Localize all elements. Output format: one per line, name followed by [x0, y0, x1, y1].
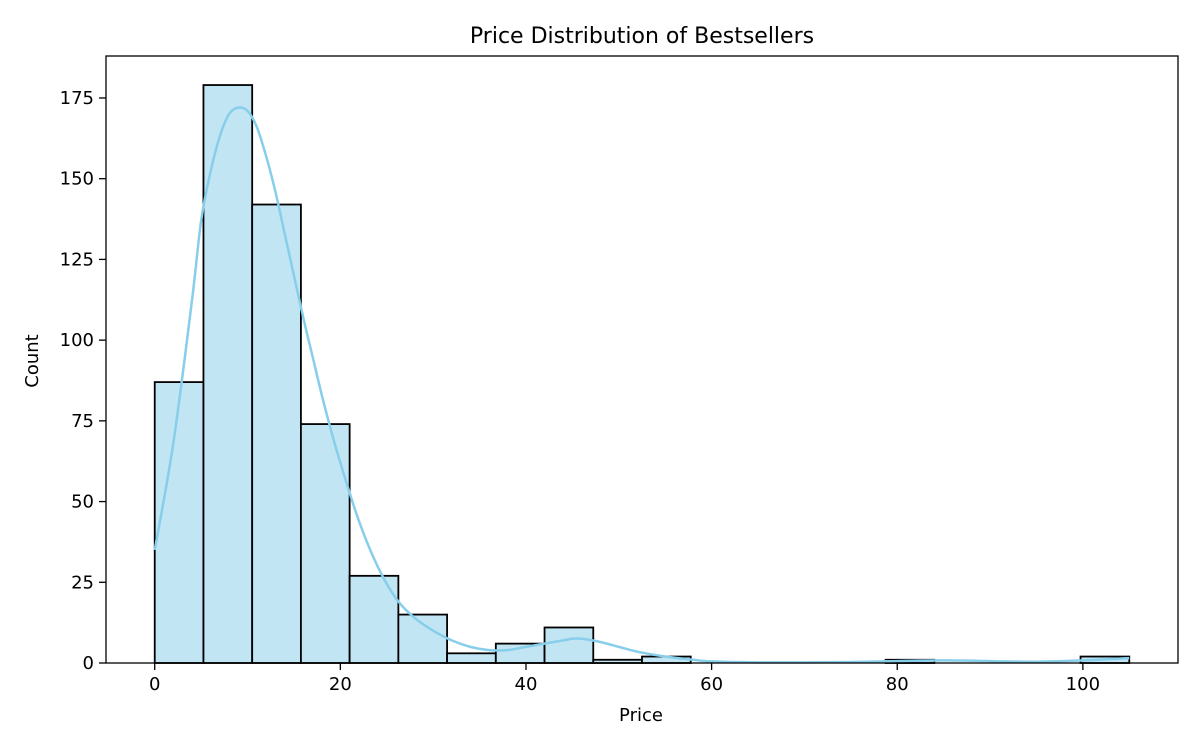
- x-axis-label: Price: [619, 705, 663, 726]
- chart-title: Price Distribution of Bestsellers: [470, 24, 814, 49]
- histogram-bar: [397, 613, 448, 664]
- histogram-bars: [153, 84, 1131, 664]
- histogram-bar: [543, 626, 595, 664]
- y-tick-label: 175: [60, 88, 94, 109]
- histogram-bar: [202, 84, 254, 664]
- y-tick-label: 75: [71, 411, 94, 432]
- histogram-bar: [251, 203, 302, 664]
- y-tick-label: 150: [60, 169, 94, 190]
- x-tick-label: 80: [886, 674, 909, 695]
- histogram-bar: [300, 423, 351, 664]
- y-axis-ticks: 0 25 50 75 100 125 150 175: [60, 88, 106, 674]
- y-tick-label: 50: [71, 492, 94, 513]
- x-tick-label: 20: [329, 674, 352, 695]
- x-tick-label: 0: [149, 674, 160, 695]
- y-tick-label: 100: [60, 330, 94, 351]
- histogram-bar: [494, 642, 546, 664]
- histogram-bar: [153, 381, 205, 664]
- y-axis-label: Count: [22, 334, 43, 387]
- y-tick-label: 0: [83, 653, 94, 674]
- x-tick-label: 100: [1066, 674, 1100, 695]
- x-tick-label: 40: [515, 674, 538, 695]
- y-tick-label: 125: [60, 249, 94, 270]
- y-tick-label: 25: [71, 572, 94, 593]
- x-tick-label: 60: [700, 674, 723, 695]
- x-axis-ticks: 0 20 40 60 80 100: [149, 663, 1100, 695]
- histogram-bar: [446, 652, 497, 664]
- plot-frame: [105, 55, 1179, 664]
